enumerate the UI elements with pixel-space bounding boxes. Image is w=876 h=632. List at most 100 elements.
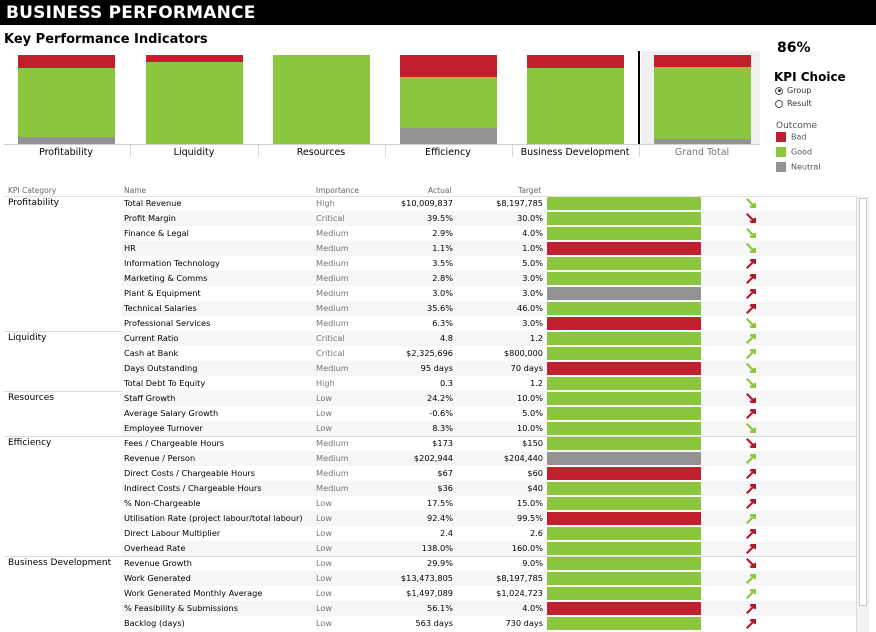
kpi-status-bar-good (547, 572, 701, 585)
column-header-actual[interactable]: Actual (428, 186, 452, 195)
kpi-choice-option-result[interactable]: Result (775, 99, 812, 108)
table-header: KPI Category Name Importance Actual Targ… (0, 185, 876, 197)
group-divider (4, 436, 856, 437)
kpi-name: Revenue Growth (124, 558, 192, 568)
kpi-choice-title: KPI Choice (774, 70, 846, 84)
outcome-legend-title: Outcome (776, 121, 818, 131)
kpi-importance: High (316, 378, 335, 388)
legend-item-good[interactable]: Good (776, 147, 812, 157)
kpi-actual: $173 (432, 438, 453, 448)
bad-swatch (776, 132, 786, 142)
overall-score: 86% (777, 40, 811, 56)
kpi-name: Finance & Legal (124, 228, 189, 238)
table-row[interactable]: Professional Services Medium 6.3% 3.0% (0, 316, 856, 331)
table-row[interactable]: Backlog (days) Low 563 days 730 days (0, 616, 856, 631)
app-title: BUSINESS PERFORMANCE (6, 3, 256, 23)
kpi-name: Technical Salaries (124, 303, 197, 313)
summary-bar-efficiency[interactable] (400, 55, 497, 144)
table-row[interactable]: Revenue / Person Medium $202,944 $204,440 (0, 451, 856, 466)
kpi-target: 4.0% (522, 228, 543, 238)
summary-bar-profitability[interactable] (18, 55, 115, 144)
table-row[interactable]: Work Generated Low $13,473,805 $8,197,785 (0, 571, 856, 586)
bar-segment-neutral (400, 127, 497, 144)
kpi-name: % Non-Chargeable (124, 498, 201, 508)
kpi-actual: $202,944 (413, 453, 453, 463)
arrow-down-right-icon (746, 378, 756, 388)
table-row[interactable]: Indirect Costs / Chargeable Hours Medium $… (0, 481, 856, 496)
table-row[interactable]: Profit Margin Critical 39.5% 30.0% (0, 211, 856, 226)
kpi-actual: 3.0% (432, 288, 453, 298)
table-row[interactable]: Fees / Chargeable Hours Medium $173 $150 (0, 436, 856, 451)
radio-icon[interactable] (775, 99, 783, 108)
table-row[interactable]: Days Outstanding Medium 95 days 70 days (0, 361, 856, 376)
table-row[interactable]: Overhead Rate Low 138.0% 160.0% (0, 541, 856, 556)
summary-bar-label: Grand Total (674, 147, 730, 158)
kpi-name: Plant & Equipment (124, 288, 201, 298)
kpi-target: 30.0% (516, 213, 543, 223)
kpi-actual: 1.1% (432, 243, 453, 253)
table-row[interactable]: HR Medium 1.1% 1.0% (0, 241, 856, 256)
kpi-name: Employee Turnover (124, 423, 203, 433)
column-header-target[interactable]: Target (518, 186, 542, 195)
kpi-importance: Medium (316, 258, 349, 268)
arrow-up-right-icon (746, 529, 756, 539)
scrollbar-thumb[interactable] (859, 198, 867, 606)
kpi-name: Information Technology (124, 258, 220, 268)
kpi-actual: 2.9% (432, 228, 453, 238)
arrow-up-right-icon (746, 619, 756, 629)
table-row[interactable]: Current Ratio Critical 4.8 1.2 (0, 331, 856, 346)
kpi-actual: 17.5% (426, 498, 453, 508)
table-row[interactable]: Information Technology Medium 3.5% 5.0% (0, 256, 856, 271)
table-row[interactable]: % Non-Chargeable Low 17.5% 15.0% (0, 496, 856, 511)
table-row[interactable]: Total Debt To Equity High 0.3 1.2 (0, 376, 856, 391)
kpi-actual: 24.2% (426, 393, 453, 403)
kpi-target: 2.6 (529, 528, 543, 538)
table-row[interactable]: Staff Growth Low 24.2% 10.0% (0, 391, 856, 406)
arrow-up-right-icon (746, 589, 756, 599)
table-row[interactable]: Finance & Legal Medium 2.9% 4.0% (0, 226, 856, 241)
summary-bar-grand-total[interactable] (654, 55, 751, 144)
table-row[interactable]: Marketing & Comms Medium 2.8% 3.0% (0, 271, 856, 286)
kpi-importance: Low (316, 528, 333, 538)
summary-bar-resources[interactable] (273, 55, 370, 144)
legend-item-neutral[interactable]: Neutral (776, 162, 821, 172)
table-row[interactable]: Direct Labour Multiplier Low 2.4 2.6 (0, 526, 856, 541)
table-row[interactable]: Utilisation Rate (project labour/total l… (0, 511, 856, 526)
kpi-status-bar-good (547, 377, 701, 390)
table-row[interactable]: Work Generated Monthly Average Low $1,497,… (0, 586, 856, 601)
kpi-importance: Low (316, 558, 333, 568)
summary-bar-liquidity[interactable] (146, 55, 243, 144)
table-row[interactable]: Plant & Equipment Medium 3.0% 3.0% (0, 286, 856, 301)
kpi-importance: Medium (316, 363, 349, 373)
table-row[interactable]: Average Salary Growth Low -0.6% 5.0% (0, 406, 856, 421)
kpi-name: Fees / Chargeable Hours (124, 438, 225, 448)
column-header-name[interactable]: Name (124, 186, 147, 195)
table-scrollbar[interactable] (856, 196, 869, 632)
table-row[interactable]: Cash at Bank Critical $2,325,696 $800,000 (0, 346, 856, 361)
kpi-actual: $1,497,089 (406, 588, 453, 598)
kpi-target: 160.0% (511, 543, 543, 553)
kpi-importance: Medium (316, 438, 349, 448)
radio-icon-selected[interactable] (775, 86, 783, 95)
kpi-status-bar-good (547, 347, 701, 360)
kpi-summary-chart: Profitability Liquidity Resources Efficienc… (0, 0, 876, 175)
column-header-category[interactable]: KPI Category (8, 186, 57, 195)
bar-segment-bad (18, 55, 115, 69)
kpi-target: 1.2 (529, 378, 543, 388)
kpi-choice-option-group[interactable]: Group (775, 86, 811, 95)
table-row[interactable]: Revenue Growth Low 29.9% 9.0% (0, 556, 856, 571)
kpi-status-bar-bad (547, 602, 701, 615)
table-row[interactable]: Total Revenue High $10,009,837 $8,197,785 (0, 196, 856, 211)
summary-bar-business-development[interactable] (527, 55, 624, 144)
table-row[interactable]: % Feasibility & Submissions Low 56.1% 4.0% (0, 601, 856, 616)
kpi-status-bar-good (547, 257, 701, 270)
table-row[interactable]: Direct Costs / Chargeable Hours Medium $67… (0, 466, 856, 481)
arrow-up-right-icon (746, 604, 756, 614)
kpi-name: % Feasibility & Submissions (124, 603, 239, 613)
column-header-importance[interactable]: Importance (316, 186, 359, 195)
table-row[interactable]: Technical Salaries Medium 35.6% 46.0% (0, 301, 856, 316)
legend-item-bad[interactable]: Bad (776, 132, 806, 142)
kpi-importance: Critical (316, 213, 345, 223)
table-row[interactable]: Employee Turnover Low 8.3% 10.0% (0, 421, 856, 436)
kpi-category-label: Resources (8, 393, 54, 403)
